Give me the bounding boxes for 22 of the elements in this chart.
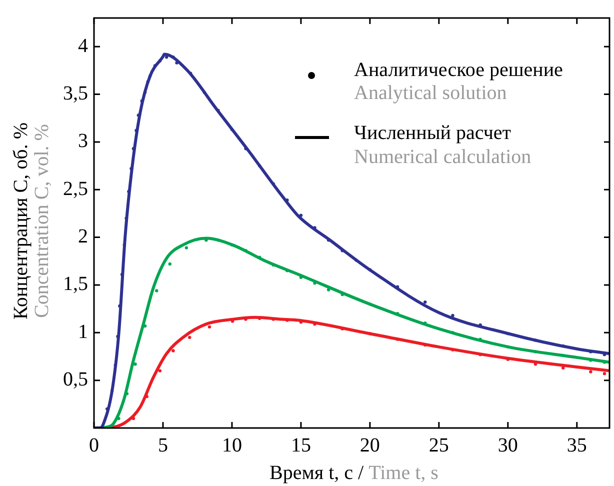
x-tick-label: 25: [428, 434, 449, 456]
x-tick-label: 0: [89, 434, 99, 456]
annotation: Численный расчет: [354, 122, 512, 144]
y-tick-label: 3,5: [63, 82, 88, 105]
x-axis-title: Время t, с / Time t, s: [270, 462, 438, 484]
x-tick-label: 5: [158, 434, 168, 456]
x-tick-label: 15: [290, 434, 311, 456]
y-tick-label: 3: [78, 130, 88, 152]
y-axis-title: Концентрация C, об. % Concentration C, vol. %: [10, 122, 53, 320]
annotation: Analytical solution: [354, 82, 507, 104]
y-tick-label: 2: [78, 226, 88, 248]
annotation: Numerical calculation: [354, 146, 532, 168]
x-tick-label: 10: [222, 434, 242, 456]
y-tick-label: 4: [78, 34, 88, 57]
x-tick-label: 35: [566, 434, 587, 456]
y-tick-label: 0,5: [63, 368, 88, 391]
y-tick-label: 1,5: [63, 273, 88, 296]
x-tick-label: 30: [498, 434, 518, 456]
annotation: Аналитическое решение: [354, 59, 563, 81]
y-tick-label: 1: [78, 320, 88, 343]
x-tick-label: 20: [360, 434, 380, 456]
y-tick-label: 2,5: [63, 178, 88, 200]
